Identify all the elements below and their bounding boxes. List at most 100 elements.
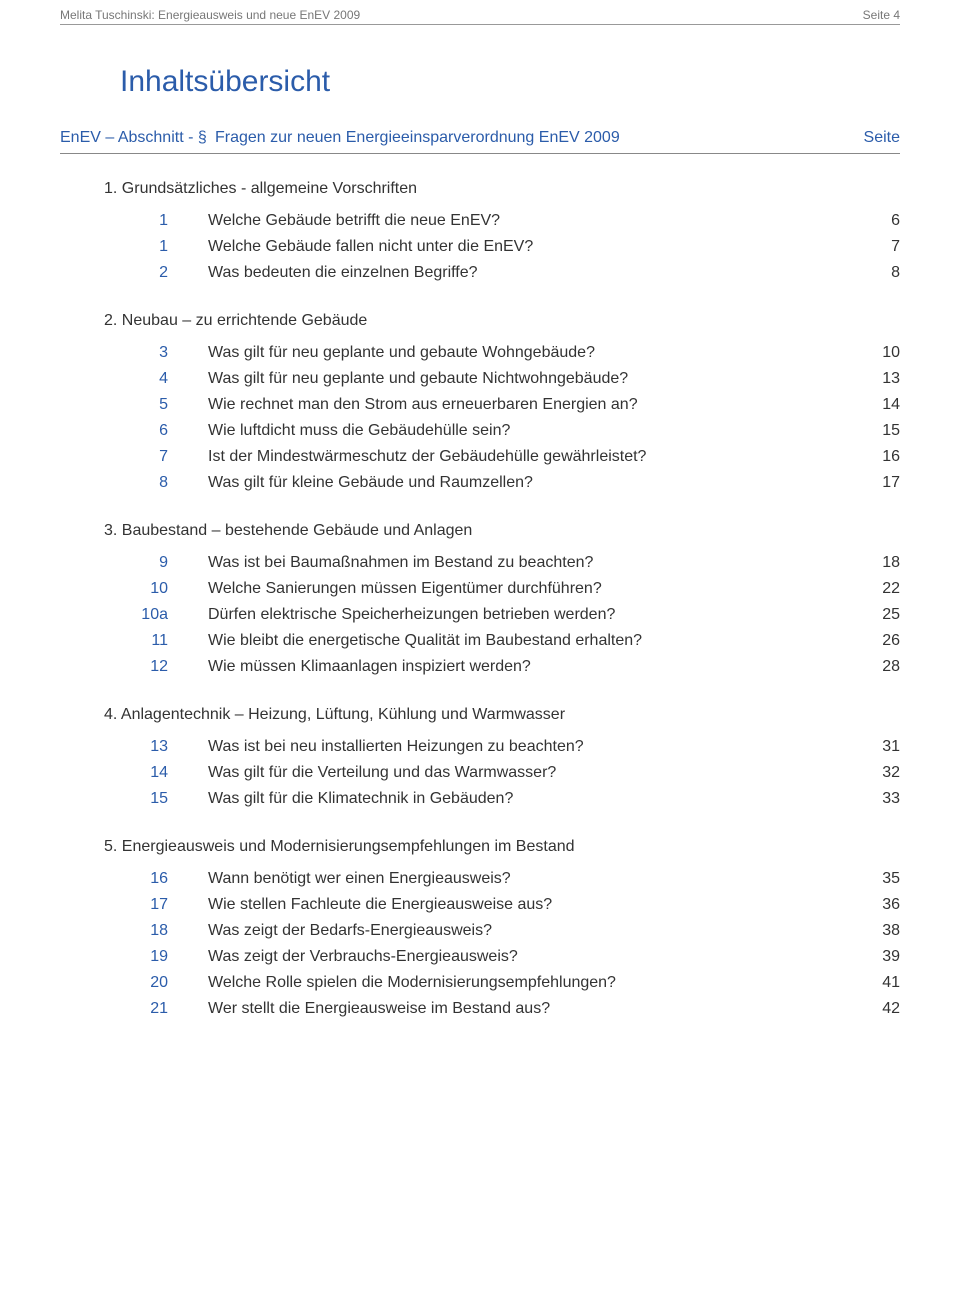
table-row: 1Welche Gebäude betrifft die neue EnEV?6 xyxy=(104,208,900,234)
row-number: 1 xyxy=(104,208,208,234)
table-row: 9Was ist bei Baumaßnahmen im Bestand zu … xyxy=(104,550,900,576)
table-row: 4Was gilt für neu geplante und gebaute N… xyxy=(104,366,900,392)
table-row: 2Was bedeuten die einzelnen Begriffe?8 xyxy=(104,260,900,286)
header-left: Melita Tuschinski: Energieausweis und ne… xyxy=(60,8,360,22)
table-row: 13Was ist bei neu installierten Heizunge… xyxy=(104,734,900,760)
table-row: 17Wie stellen Fachleute die Energieauswe… xyxy=(104,892,900,918)
row-number: 21 xyxy=(104,996,208,1022)
row-number: 17 xyxy=(104,892,208,918)
row-page: 22 xyxy=(850,576,900,602)
row-page: 41 xyxy=(850,970,900,996)
page: Melita Tuschinski: Energieausweis und ne… xyxy=(0,0,960,1062)
row-number: 13 xyxy=(104,734,208,760)
table-row: 3Was gilt für neu geplante und gebaute W… xyxy=(104,340,900,366)
row-question: Wie luftdicht muss die Gebäudehülle sein… xyxy=(208,418,850,444)
row-number: 6 xyxy=(104,418,208,444)
section-heading: 3. Baubestand – bestehende Gebäude und A… xyxy=(104,522,900,540)
row-page: 18 xyxy=(850,550,900,576)
row-number: 11 xyxy=(104,628,208,654)
row-page: 26 xyxy=(850,628,900,654)
table-row: 20Welche Rolle spielen die Modernisierun… xyxy=(104,970,900,996)
toc-table: 13Was ist bei neu installierten Heizunge… xyxy=(104,734,900,812)
row-number: 18 xyxy=(104,918,208,944)
table-row: 18Was zeigt der Bedarfs-Energieausweis?3… xyxy=(104,918,900,944)
subheader-left: EnEV – Abschnitt - § xyxy=(60,129,215,147)
row-question: Wie rechnet man den Strom aus erneuerbar… xyxy=(208,392,850,418)
row-question: Ist der Mindestwärmeschutz der Gebäudehü… xyxy=(208,444,850,470)
row-question: Was gilt für die Verteilung und das Warm… xyxy=(208,760,850,786)
subheader-right: Seite xyxy=(840,129,900,147)
toc-table: 3Was gilt für neu geplante und gebaute W… xyxy=(104,340,900,496)
table-row: 15Was gilt für die Klimatechnik in Gebäu… xyxy=(104,786,900,812)
table-row: 8Was gilt für kleine Gebäude und Raumzel… xyxy=(104,470,900,496)
row-page: 28 xyxy=(850,654,900,680)
row-page: 31 xyxy=(850,734,900,760)
table-row: 10aDürfen elektrische Speicherheizungen … xyxy=(104,602,900,628)
row-question: Welche Sanierungen müssen Eigentümer dur… xyxy=(208,576,850,602)
table-row: 14Was gilt für die Verteilung und das Wa… xyxy=(104,760,900,786)
section-heading: 4. Anlagentechnik – Heizung, Lüftung, Kü… xyxy=(104,706,900,724)
row-question: Was gilt für neu geplante und gebaute Ni… xyxy=(208,366,850,392)
table-row: 10Welche Sanierungen müssen Eigentümer d… xyxy=(104,576,900,602)
table-row: 7Ist der Mindestwärmeschutz der Gebäudeh… xyxy=(104,444,900,470)
table-row: 21Wer stellt die Energieausweise im Best… xyxy=(104,996,900,1022)
row-number: 1 xyxy=(104,234,208,260)
row-number: 2 xyxy=(104,260,208,286)
table-row: 16Wann benötigt wer einen Energieausweis… xyxy=(104,866,900,892)
toc-table: 9Was ist bei Baumaßnahmen im Bestand zu … xyxy=(104,550,900,680)
row-number: 10a xyxy=(104,602,208,628)
row-question: Wann benötigt wer einen Energieausweis? xyxy=(208,866,850,892)
row-number: 14 xyxy=(104,760,208,786)
row-number: 5 xyxy=(104,392,208,418)
row-page: 15 xyxy=(850,418,900,444)
row-question: Wie bleibt die energetische Qualität im … xyxy=(208,628,850,654)
row-number: 19 xyxy=(104,944,208,970)
section-heading: 1. Grundsätzliches - allgemeine Vorschri… xyxy=(104,180,900,198)
subheader-mid: Fragen zur neuen Energieeinsparverordnun… xyxy=(215,129,840,147)
row-page: 10 xyxy=(850,340,900,366)
row-page: 35 xyxy=(850,866,900,892)
row-question: Was gilt für neu geplante und gebaute Wo… xyxy=(208,340,850,366)
row-question: Welche Rolle spielen die Modernisierungs… xyxy=(208,970,850,996)
row-page: 42 xyxy=(850,996,900,1022)
row-page: 14 xyxy=(850,392,900,418)
row-page: 6 xyxy=(850,208,900,234)
row-page: 36 xyxy=(850,892,900,918)
row-number: 15 xyxy=(104,786,208,812)
table-row: 12Wie müssen Klimaanlagen inspiziert wer… xyxy=(104,654,900,680)
row-page: 7 xyxy=(850,234,900,260)
row-question: Welche Gebäude betrifft die neue EnEV? xyxy=(208,208,850,234)
row-question: Wer stellt die Energieausweise im Bestan… xyxy=(208,996,850,1022)
row-page: 16 xyxy=(850,444,900,470)
row-number: 12 xyxy=(104,654,208,680)
row-page: 32 xyxy=(850,760,900,786)
row-page: 33 xyxy=(850,786,900,812)
table-row: 6Wie luftdicht muss die Gebäudehülle sei… xyxy=(104,418,900,444)
row-page: 25 xyxy=(850,602,900,628)
header-rule xyxy=(60,24,900,25)
row-page: 38 xyxy=(850,918,900,944)
page-title: Inhaltsübersicht xyxy=(120,65,900,99)
toc-table: 16Wann benötigt wer einen Energieausweis… xyxy=(104,866,900,1022)
row-question: Was gilt für die Klimatechnik in Gebäude… xyxy=(208,786,850,812)
section-heading: 5. Energieausweis und Modernisierungsemp… xyxy=(104,838,900,856)
row-question: Was zeigt der Bedarfs-Energieausweis? xyxy=(208,918,850,944)
row-number: 9 xyxy=(104,550,208,576)
row-question: Wie stellen Fachleute die Energieausweis… xyxy=(208,892,850,918)
row-number: 8 xyxy=(104,470,208,496)
row-question: Was bedeuten die einzelnen Begriffe? xyxy=(208,260,850,286)
table-row: 19Was zeigt der Verbrauchs-Energieauswei… xyxy=(104,944,900,970)
row-page: 39 xyxy=(850,944,900,970)
row-page: 13 xyxy=(850,366,900,392)
row-number: 10 xyxy=(104,576,208,602)
row-question: Welche Gebäude fallen nicht unter die En… xyxy=(208,234,850,260)
table-row: 1Welche Gebäude fallen nicht unter die E… xyxy=(104,234,900,260)
row-question: Was zeigt der Verbrauchs-Energieausweis? xyxy=(208,944,850,970)
row-question: Was gilt für kleine Gebäude und Raumzell… xyxy=(208,470,850,496)
header-right: Seite 4 xyxy=(863,8,900,22)
row-number: 7 xyxy=(104,444,208,470)
row-number: 4 xyxy=(104,366,208,392)
toc-body: 1. Grundsätzliches - allgemeine Vorschri… xyxy=(60,180,900,1022)
toc-table: 1Welche Gebäude betrifft die neue EnEV?6… xyxy=(104,208,900,286)
section-heading: 2. Neubau – zu errichtende Gebäude xyxy=(104,312,900,330)
